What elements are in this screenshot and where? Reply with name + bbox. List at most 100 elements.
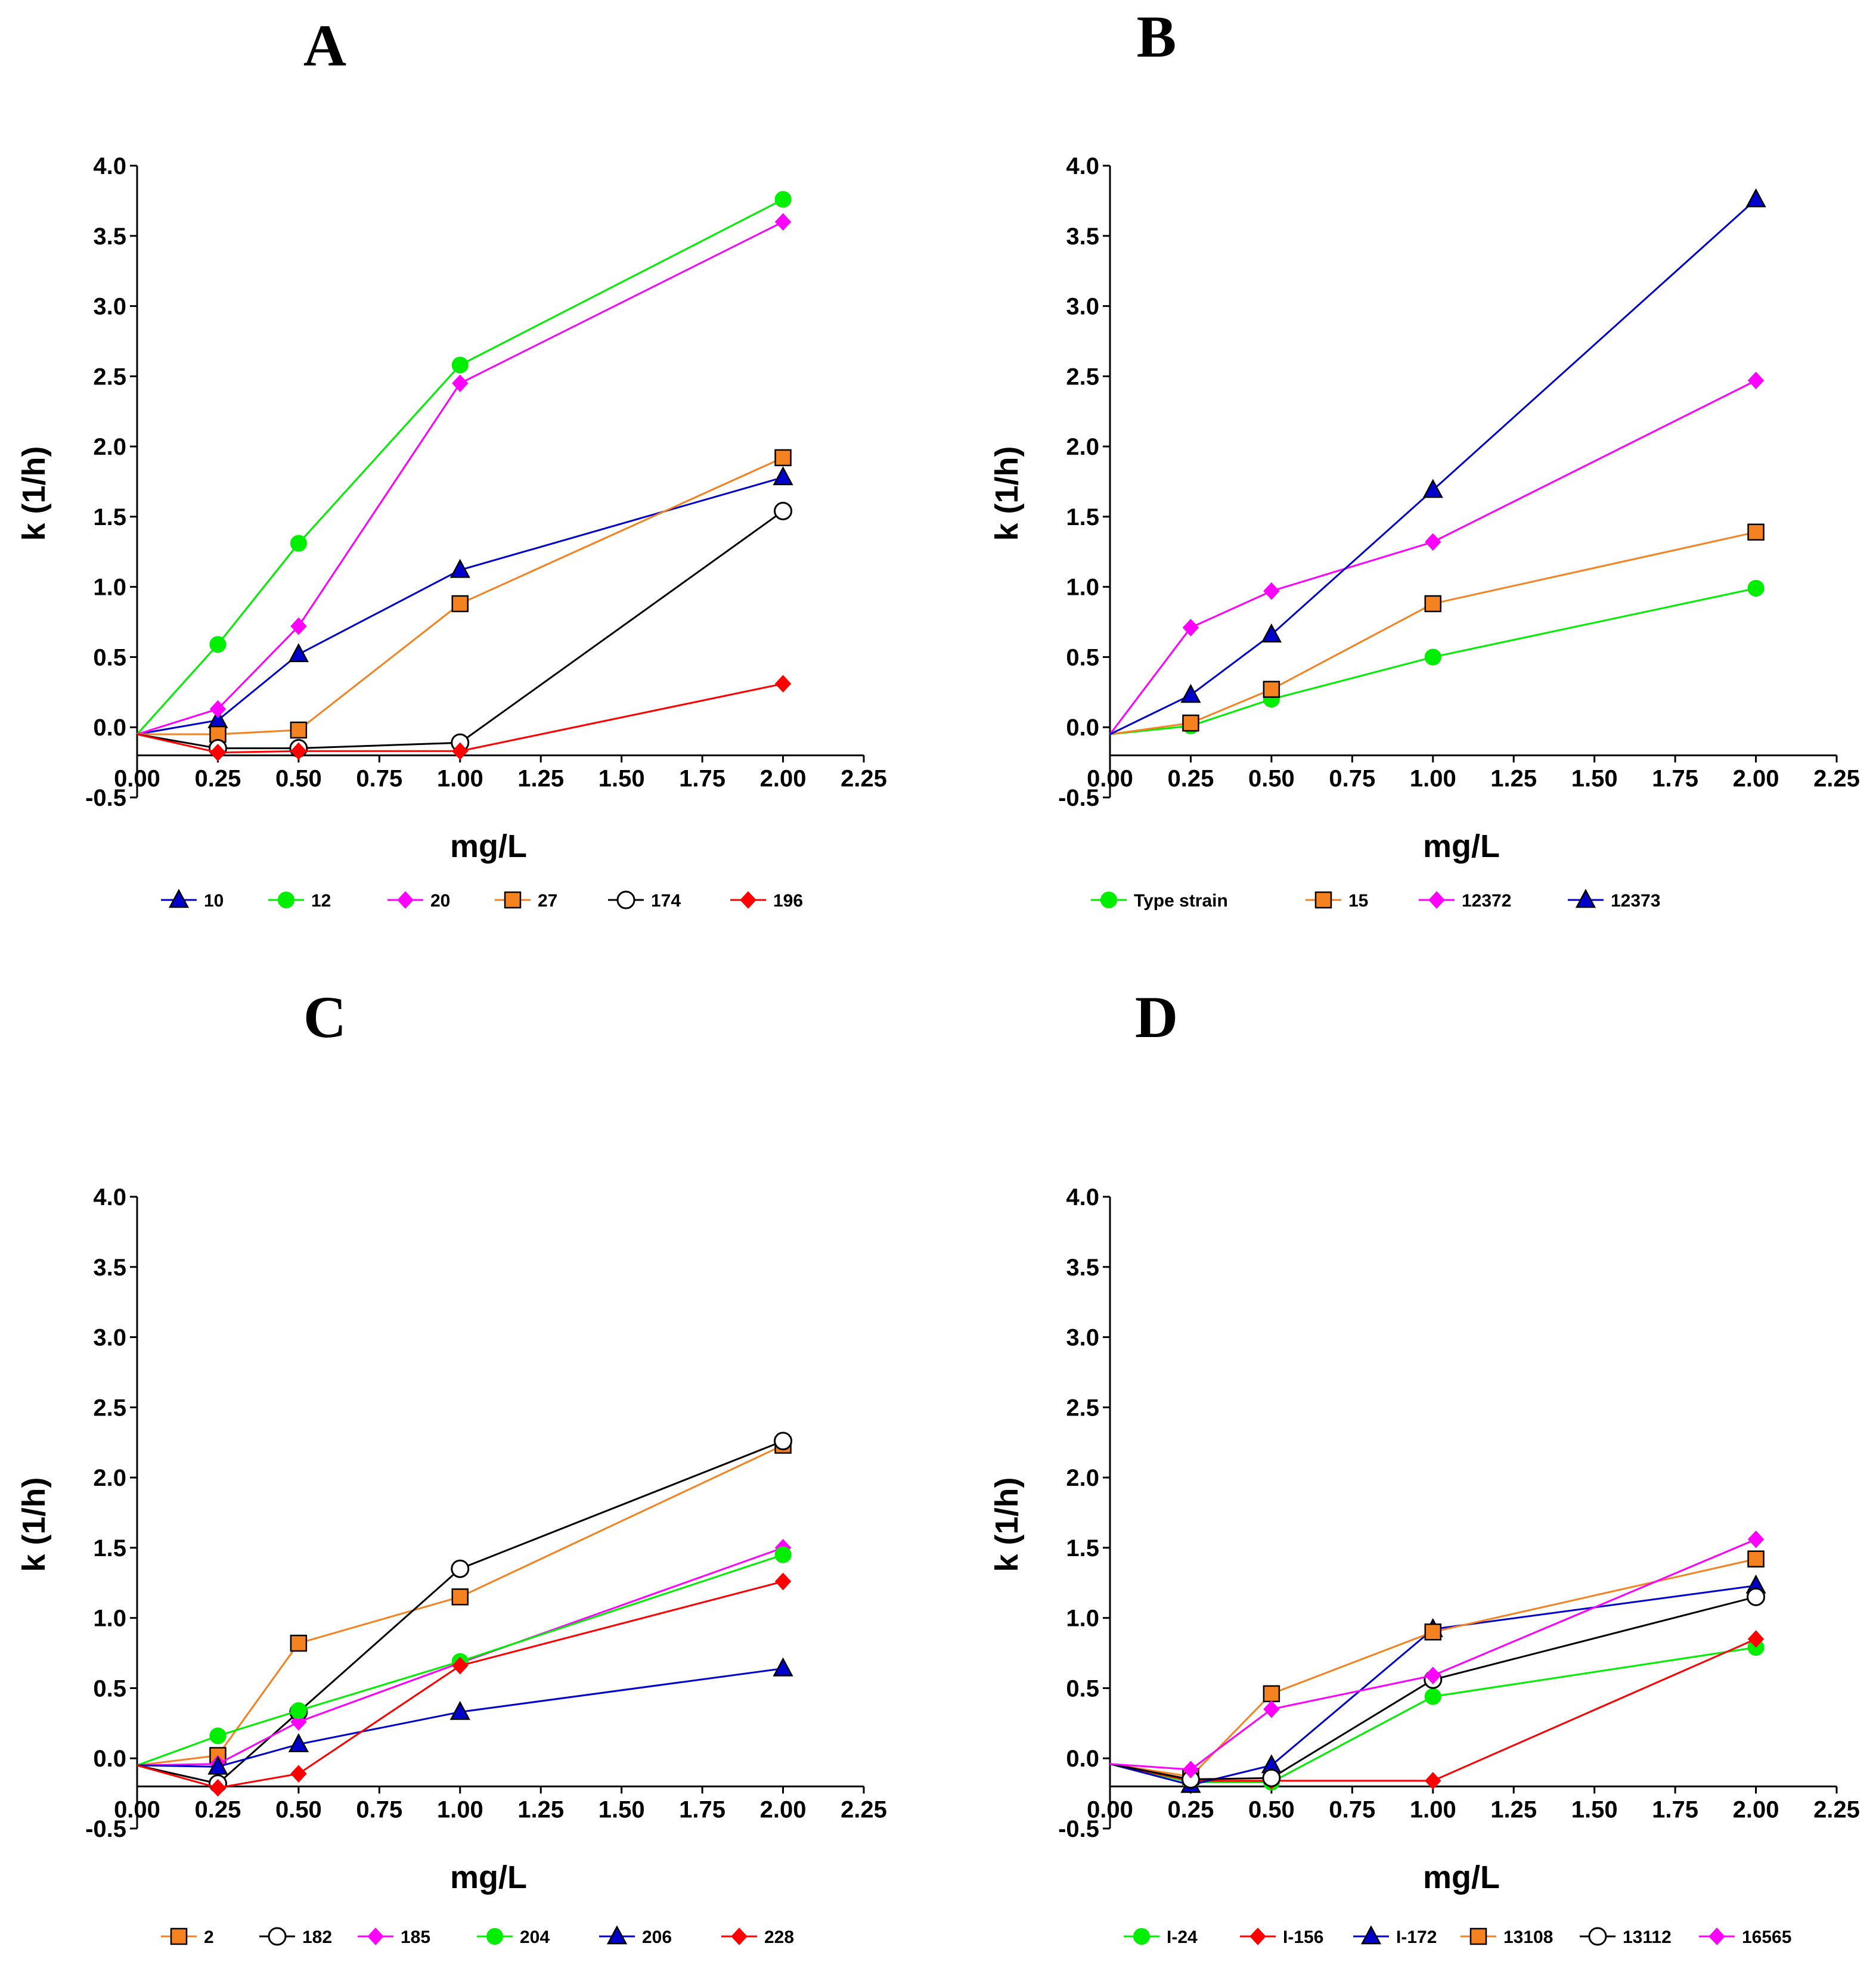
- y-tick-label: 1.0: [1066, 575, 1099, 601]
- legend-entry: 15: [1306, 891, 1368, 911]
- y-tick-label: 2.0: [93, 434, 126, 460]
- series-13108: [1109, 1550, 1765, 1786]
- y-tick-label: -0.5: [85, 785, 126, 811]
- legend-entry: 204: [477, 1927, 550, 1947]
- y-tick-label: 0.0: [93, 715, 126, 741]
- legend-marker: [1314, 891, 1332, 909]
- x-tick-label: 1.75: [1652, 1796, 1698, 1823]
- y-tick-label: -0.5: [1058, 1816, 1099, 1842]
- x-tick-label: 1.25: [1490, 765, 1537, 791]
- legend-marker: [740, 891, 756, 909]
- chart-panel-b: B -0.5 0.0 0.5 1.0 1.5 2.0 2.5 3.0 3.5 4.0 0.00 0.25…: [989, 4, 1860, 911]
- x-tick-label: 1.00: [1410, 1796, 1456, 1823]
- x-tick-label: 1.00: [1410, 765, 1456, 791]
- series-line: [1109, 1538, 1757, 1771]
- data-point: [773, 1657, 793, 1677]
- data-point: [1263, 1700, 1280, 1718]
- y-tick-label: 3.0: [1066, 294, 1099, 320]
- y-tick-label: 0.0: [93, 1746, 126, 1772]
- legend-label: I-24: [1167, 1927, 1198, 1947]
- chart-panel-d: D -0.5 0.0 0.5 1.0 1.5 2.0 2.5 3.0 3.5 4.0 0.00 0.25…: [989, 984, 1860, 1947]
- legend-marker: [168, 889, 190, 908]
- y-tick-label: 0.5: [93, 1675, 126, 1702]
- legend-label: 206: [642, 1927, 672, 1947]
- series-line: [1109, 531, 1756, 735]
- y-tick-label: 2.0: [1066, 1465, 1099, 1491]
- panel-label: A: [303, 13, 346, 79]
- y-tick-label: 4.0: [93, 1184, 126, 1210]
- x-tick-label: 0.50: [275, 1796, 322, 1823]
- legend-label: 27: [538, 891, 557, 911]
- legend-entry: 10: [161, 889, 224, 911]
- data-point: [451, 356, 469, 374]
- legend-marker: [367, 1927, 384, 1945]
- y-tick-label: 2.0: [1066, 434, 1099, 460]
- x-tick-label: 0.50: [1248, 765, 1295, 791]
- x-tick-label: 2.25: [1813, 765, 1860, 791]
- x-tick-label: 0.50: [275, 765, 322, 791]
- legend-entry: 12372: [1419, 891, 1511, 911]
- legend-label: 182: [302, 1927, 332, 1947]
- y-tick-label: 0.0: [1066, 715, 1099, 741]
- data-point: [209, 636, 227, 653]
- data-point: [209, 1727, 227, 1744]
- series-i-156: [1109, 1630, 1765, 1790]
- y-tick-label: 4.0: [1066, 153, 1099, 179]
- panel-label: D: [1135, 984, 1178, 1050]
- data-point: [774, 501, 793, 520]
- data-point: [1261, 623, 1282, 643]
- x-tick-label: 0.75: [356, 765, 402, 791]
- legend-marker: [278, 892, 294, 908]
- data-point: [1747, 1550, 1765, 1567]
- legend-label: I-156: [1283, 1927, 1323, 1947]
- data-point: [452, 374, 469, 392]
- y-tick-label: 0.5: [1066, 644, 1099, 670]
- legend-label: 13112: [1623, 1927, 1672, 1947]
- data-point: [1182, 714, 1199, 732]
- data-point: [449, 558, 470, 578]
- x-tick-label: 1.25: [517, 765, 564, 791]
- legend-entry: Type strain: [1091, 891, 1228, 911]
- data-point: [288, 1733, 309, 1752]
- data-point: [774, 213, 792, 231]
- data-point: [1424, 595, 1442, 613]
- legend-entry: 27: [495, 891, 557, 911]
- y-tick-label: 1.5: [93, 1535, 126, 1562]
- x-axis-title: mg/L: [1423, 1860, 1500, 1895]
- legend-marker: [486, 1928, 503, 1945]
- x-tick-label: 2.00: [760, 765, 807, 791]
- y-tick-label: 3.0: [1066, 1325, 1099, 1351]
- data-point: [1424, 1623, 1442, 1641]
- series-line: [137, 510, 784, 750]
- data-point: [1425, 1772, 1441, 1790]
- data-point: [1747, 1630, 1765, 1648]
- legend-label: 16565: [1742, 1927, 1791, 1947]
- panel-label: C: [303, 984, 346, 1050]
- x-tick-label: 1.00: [437, 1796, 483, 1823]
- data-point: [452, 1657, 469, 1675]
- legend-marker: [1133, 1928, 1150, 1945]
- series-15: [1109, 523, 1765, 735]
- data-point: [1422, 479, 1443, 498]
- legend-entry: 182: [259, 1927, 332, 1947]
- legend-entry: 12373: [1568, 889, 1660, 911]
- y-tick-label: 1.5: [93, 504, 126, 530]
- x-tick-label: 1.75: [1652, 765, 1698, 791]
- series-196: [137, 675, 792, 762]
- x-axis-title: mg/L: [450, 828, 527, 864]
- x-axis-title: mg/L: [1423, 828, 1500, 864]
- data-point: [774, 1572, 792, 1591]
- legend-entry: 206: [599, 1925, 672, 1947]
- x-axis-title: mg/L: [450, 1860, 527, 1895]
- legend-marker: [616, 890, 635, 909]
- legend-entry: I-156: [1240, 1927, 1323, 1947]
- data-point: [452, 742, 469, 760]
- data-point: [451, 595, 469, 613]
- y-tick-label: 2.5: [93, 1395, 126, 1421]
- legend-entry: 196: [730, 891, 803, 911]
- y-axis-title: k (1/h): [16, 1477, 52, 1572]
- y-tick-label: 0.0: [1066, 1746, 1099, 1772]
- data-point: [290, 742, 307, 760]
- series-16565: [1109, 1531, 1765, 1778]
